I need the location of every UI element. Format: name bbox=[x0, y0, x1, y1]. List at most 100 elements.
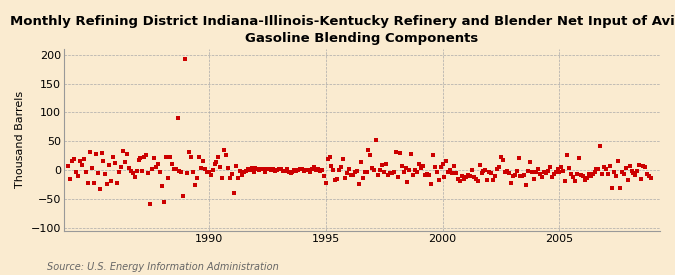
Point bbox=[464, 174, 475, 178]
Point bbox=[526, 170, 537, 174]
Point bbox=[379, 170, 389, 174]
Point bbox=[577, 174, 588, 178]
Point bbox=[373, 173, 383, 177]
Point bbox=[273, 166, 284, 171]
Point bbox=[252, 167, 263, 172]
Point bbox=[258, 167, 269, 171]
Point bbox=[170, 167, 181, 172]
Point bbox=[453, 177, 464, 181]
Point bbox=[361, 170, 372, 174]
Point bbox=[137, 169, 148, 173]
Point bbox=[552, 167, 563, 171]
Point bbox=[92, 171, 103, 176]
Point bbox=[560, 179, 570, 183]
Point bbox=[77, 163, 88, 167]
Point bbox=[375, 168, 385, 172]
Point bbox=[398, 170, 409, 174]
Point bbox=[232, 176, 243, 180]
Point bbox=[350, 169, 360, 174]
Point bbox=[157, 183, 167, 188]
Point bbox=[75, 159, 86, 164]
Point bbox=[159, 200, 169, 204]
Point bbox=[221, 153, 232, 157]
Point bbox=[254, 168, 265, 172]
Point bbox=[119, 160, 130, 165]
Point bbox=[96, 150, 107, 155]
Point bbox=[342, 171, 352, 175]
Point bbox=[174, 169, 185, 174]
Point bbox=[645, 176, 656, 181]
Point bbox=[381, 162, 392, 167]
Point bbox=[180, 57, 191, 61]
Point bbox=[612, 159, 623, 163]
Point bbox=[523, 169, 534, 173]
Point bbox=[164, 155, 175, 159]
Point bbox=[275, 167, 286, 172]
Point bbox=[456, 174, 467, 178]
Point bbox=[279, 169, 290, 174]
Point bbox=[570, 178, 580, 183]
Point bbox=[219, 148, 230, 152]
Point bbox=[636, 177, 647, 181]
Point bbox=[406, 152, 416, 156]
Point bbox=[182, 171, 192, 175]
Point bbox=[497, 158, 508, 163]
Point bbox=[387, 171, 398, 175]
Point bbox=[353, 182, 364, 186]
Point bbox=[348, 173, 358, 177]
Point bbox=[146, 167, 157, 171]
Point bbox=[515, 174, 526, 178]
Point bbox=[589, 170, 600, 175]
Point bbox=[488, 178, 499, 182]
Point bbox=[302, 168, 313, 173]
Point bbox=[124, 166, 134, 170]
Point bbox=[82, 180, 93, 185]
Point bbox=[486, 170, 497, 175]
Point bbox=[466, 168, 477, 172]
Point bbox=[599, 165, 610, 169]
Point bbox=[168, 167, 179, 171]
Point bbox=[63, 163, 74, 168]
Point bbox=[509, 172, 520, 177]
Point bbox=[108, 155, 119, 160]
Point bbox=[519, 173, 530, 177]
Point bbox=[227, 172, 238, 176]
Point bbox=[611, 174, 622, 178]
Point bbox=[190, 182, 200, 187]
Point bbox=[558, 169, 569, 173]
Point bbox=[284, 170, 294, 174]
Point bbox=[192, 175, 202, 180]
Point bbox=[335, 164, 346, 169]
Point bbox=[511, 168, 522, 173]
Y-axis label: Thousand Barrels: Thousand Barrels bbox=[15, 91, 25, 188]
Point bbox=[163, 176, 173, 180]
Point bbox=[628, 171, 639, 175]
Point bbox=[609, 170, 620, 175]
Point bbox=[493, 165, 504, 170]
Point bbox=[506, 180, 516, 185]
Point bbox=[371, 138, 381, 142]
Point bbox=[88, 181, 99, 186]
Point bbox=[566, 172, 576, 177]
Point bbox=[148, 155, 159, 160]
Point bbox=[306, 167, 317, 172]
Point bbox=[122, 151, 132, 156]
Point bbox=[595, 144, 605, 148]
Point bbox=[607, 186, 618, 190]
Point bbox=[65, 177, 76, 181]
Point bbox=[597, 172, 608, 177]
Point bbox=[437, 162, 448, 167]
Point bbox=[78, 156, 89, 161]
Point bbox=[423, 173, 434, 177]
Point bbox=[369, 167, 380, 172]
Point bbox=[593, 166, 604, 171]
Point bbox=[198, 159, 209, 164]
Point bbox=[400, 166, 411, 170]
Point bbox=[166, 162, 177, 167]
Point bbox=[186, 155, 196, 159]
Point bbox=[355, 160, 366, 164]
Point bbox=[215, 165, 225, 169]
Point bbox=[73, 173, 84, 178]
Point bbox=[533, 167, 543, 171]
Point bbox=[365, 153, 376, 157]
